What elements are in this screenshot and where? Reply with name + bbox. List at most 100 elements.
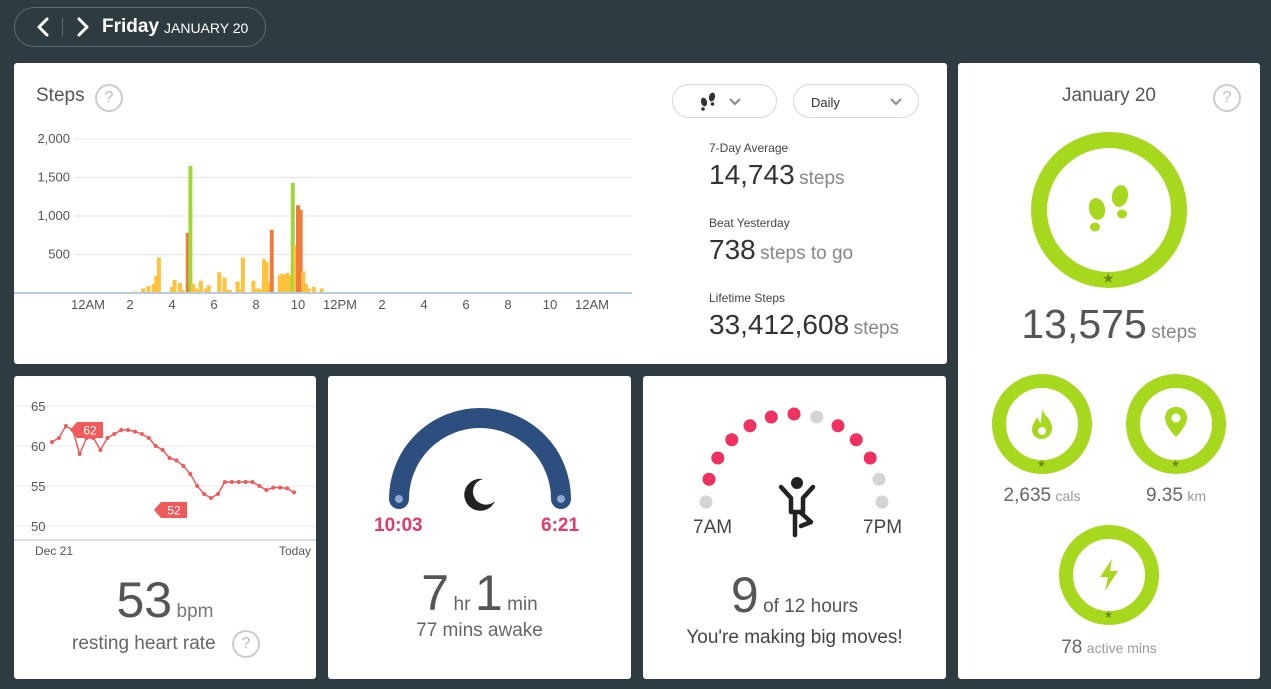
summary-active-unit: active mins <box>1086 640 1157 656</box>
step-bar <box>306 288 311 293</box>
ring-graphic <box>1059 525 1159 625</box>
chevron-right-icon <box>77 17 89 37</box>
step-bar <box>280 273 285 293</box>
step-bar <box>156 257 161 293</box>
x-tick-label: 12AM <box>71 297 105 312</box>
hourly-of-text: of 12 hours <box>763 596 859 617</box>
footprints-icon <box>1088 185 1129 232</box>
step-bar <box>254 289 258 293</box>
stat-value: 738 <box>709 234 756 265</box>
period-dropdown[interactable]: Daily <box>793 84 919 118</box>
heart-rate-point <box>105 436 110 440</box>
heart-rate-point <box>202 492 207 496</box>
hourly-value: 9 <box>730 567 759 623</box>
heart-rate-card[interactable]: 50 55 60 65 62 52 Dec 21 Today 53 bpm resting h… <box>14 376 316 679</box>
summary-active-value: 78 <box>1061 637 1083 658</box>
person-moving-icon <box>778 477 816 538</box>
distance-ring[interactable]: ★ <box>1125 373 1227 475</box>
sleep-start-time: 10:03 <box>374 515 423 536</box>
step-bar <box>146 286 151 293</box>
step-bar <box>277 275 282 293</box>
heart-rate-caption: resting heart rate <box>72 633 216 654</box>
hourly-end-label: 7PM <box>863 517 903 538</box>
step-bar <box>288 275 293 293</box>
stat-unit: steps <box>799 168 845 189</box>
step-bar <box>298 209 303 293</box>
next-day-button[interactable] <box>69 14 95 40</box>
heart-rate-point <box>250 480 255 484</box>
sleep-arc <box>389 408 571 509</box>
activity-type-dropdown[interactable] <box>672 84 777 118</box>
summary-help-button[interactable]: ? <box>1213 84 1241 112</box>
sleep-card[interactable]: 10:03 6:21 7 hr 1 min 77 mins awake <box>328 376 631 679</box>
moon-icon <box>464 478 495 511</box>
active-minutes-ring[interactable]: ★ <box>1058 524 1160 626</box>
heart-rate-point <box>243 480 248 484</box>
heart-rate-point <box>112 432 117 436</box>
x-tick-label: 6 <box>462 297 469 312</box>
hour-dot <box>875 495 889 509</box>
star-icon: ★ <box>1171 459 1180 470</box>
x-tick-label: 12AM <box>575 297 609 312</box>
step-bar <box>251 280 256 293</box>
step-bar <box>180 289 185 293</box>
annotation-label: 62 <box>83 424 97 438</box>
hour-dot <box>764 410 778 424</box>
x-tick-label: 8 <box>504 297 511 312</box>
heart-rate-point <box>264 488 269 492</box>
hour-dot <box>743 419 757 433</box>
hour-dot <box>702 472 716 486</box>
heart-rate-point <box>188 472 193 476</box>
star-icon: ★ <box>1102 270 1115 286</box>
x-tick-label: 4 <box>420 297 427 312</box>
heart-rate-point <box>139 432 144 436</box>
y-tick-label: 500 <box>48 247 70 262</box>
x-tick-label: 2 <box>378 297 385 312</box>
steps-goal-ring[interactable]: ★ <box>1029 130 1189 290</box>
step-bar <box>235 281 240 293</box>
footprints-icon <box>700 92 716 111</box>
y-tick-label: 55 <box>31 479 45 494</box>
hour-dot <box>831 419 845 433</box>
sleep-hours-unit: hr <box>453 594 471 615</box>
heart-rate-point <box>215 492 220 496</box>
sleep-mins: 1 <box>474 565 503 621</box>
y-tick-label: 65 <box>31 399 45 414</box>
summary-active-minutes: 78 active mins <box>958 637 1260 659</box>
stat-label: Beat Yesterday <box>709 216 790 230</box>
heart-rate-point <box>174 458 179 463</box>
ring-graphic <box>1031 132 1187 288</box>
hourly-activity-dots <box>699 407 889 509</box>
calories-ring[interactable]: ★ <box>991 373 1093 475</box>
previous-day-button[interactable] <box>31 14 57 40</box>
step-bar <box>261 259 266 293</box>
x-tick-label: 10 <box>543 297 557 312</box>
stat-unit: steps <box>853 318 900 339</box>
sleep-hours: 7 <box>421 565 450 621</box>
step-bar <box>151 283 156 293</box>
stat-value: 33,412,608 <box>709 309 850 340</box>
chevron-down-icon <box>890 98 902 106</box>
heart-rate-point <box>98 448 103 452</box>
heart-rate-unit: bpm <box>176 601 214 622</box>
hour-dot <box>810 410 824 424</box>
step-bar <box>177 282 182 293</box>
step-bar <box>172 279 177 293</box>
step-bar <box>259 289 264 293</box>
heart-rate-point <box>160 448 165 452</box>
stat-value: 14,743 <box>709 159 795 190</box>
heart-rate-point <box>236 480 241 484</box>
hourly-activity-card[interactable]: 7AM 7PM 9 of 12 hours You're making big … <box>643 376 946 679</box>
heart-rate-point <box>119 428 124 432</box>
star-icon: ★ <box>1104 610 1113 621</box>
x-tick-label: 10 <box>291 297 305 312</box>
step-bar <box>282 274 287 293</box>
annotation-flag <box>70 422 103 438</box>
heart-rate-point <box>77 452 82 456</box>
steps-help-button[interactable]: ? <box>95 84 123 112</box>
heart-rate-help-button[interactable]: ? <box>232 630 260 658</box>
x-tick-label: 4 <box>168 297 175 312</box>
selected-date: JANUARY 20 <box>164 20 249 36</box>
hour-dot <box>699 495 713 509</box>
step-bar <box>141 288 146 293</box>
